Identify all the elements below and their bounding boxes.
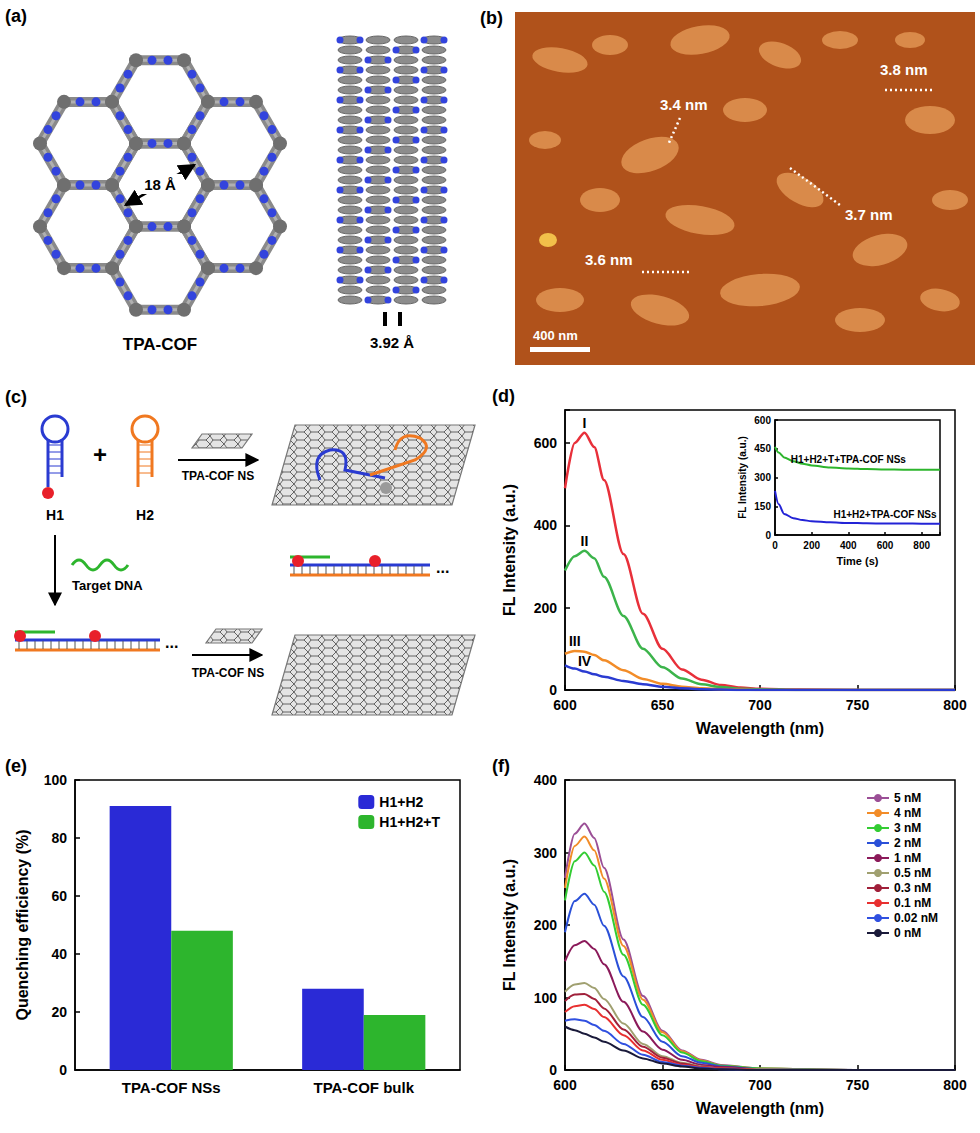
svg-text:3.4 nm: 3.4 nm — [660, 96, 708, 113]
svg-text:Quenching efficiency (%): Quenching efficiency (%) — [14, 829, 31, 1020]
svg-text:600: 600 — [553, 697, 577, 713]
svg-text:I: I — [583, 415, 587, 431]
svg-text:4 nM: 4 nM — [894, 806, 921, 820]
svg-text:1 nM: 1 nM — [894, 851, 921, 865]
svg-text:5 nM: 5 nM — [894, 791, 921, 805]
svg-text:800: 800 — [943, 1077, 967, 1093]
svg-text:150: 150 — [754, 501, 771, 512]
svg-text:650: 650 — [651, 697, 675, 713]
svg-text:(c): (c) — [5, 387, 27, 407]
svg-text:0: 0 — [549, 682, 557, 698]
svg-text:Target DNA: Target DNA — [72, 578, 143, 593]
svg-text:(f): (f) — [492, 756, 510, 776]
svg-text:TPA-COF NS: TPA-COF NS — [182, 469, 254, 483]
svg-text:Wavelength (nm): Wavelength (nm) — [696, 720, 824, 737]
svg-text:0: 0 — [549, 1062, 557, 1078]
svg-text:800: 800 — [943, 697, 967, 713]
svg-text:+: + — [93, 441, 107, 468]
svg-text:600: 600 — [877, 540, 894, 551]
svg-text:(d): (d) — [492, 386, 515, 406]
svg-text:FL Intensity (a.u.): FL Intensity (a.u.) — [501, 859, 518, 991]
svg-text:0.3 nM: 0.3 nM — [894, 881, 931, 895]
svg-text:H2: H2 — [136, 507, 154, 523]
svg-text:400: 400 — [534, 772, 558, 788]
svg-text:200: 200 — [534, 917, 558, 933]
svg-text:18 Å: 18 Å — [144, 176, 176, 193]
svg-text:700: 700 — [748, 697, 772, 713]
svg-text:200: 200 — [534, 600, 558, 616]
svg-text:H1+H2+T+TPA-COF NSs: H1+H2+T+TPA-COF NSs — [791, 454, 907, 465]
svg-text:3 nM: 3 nM — [894, 821, 921, 835]
svg-text:100: 100 — [534, 990, 558, 1006]
svg-text:200: 200 — [803, 540, 820, 551]
svg-text:TPA-COF bulk: TPA-COF bulk — [313, 1079, 414, 1096]
svg-text:0: 0 — [59, 1062, 67, 1078]
svg-text:II: II — [581, 533, 589, 549]
svg-text:(e): (e) — [5, 756, 27, 776]
svg-text:3.7 nm: 3.7 nm — [845, 206, 893, 223]
svg-text:600: 600 — [534, 435, 558, 451]
svg-text:FL Intensity (a.u.): FL Intensity (a.u.) — [501, 484, 518, 616]
svg-text:700: 700 — [748, 1077, 772, 1093]
svg-text:IV: IV — [578, 653, 592, 669]
svg-text:300: 300 — [534, 845, 558, 861]
svg-text:III: III — [569, 633, 581, 649]
svg-text:TPA-COF NSs: TPA-COF NSs — [122, 1079, 221, 1096]
svg-text:...: ... — [436, 559, 449, 576]
svg-text:100: 100 — [44, 772, 68, 788]
svg-text:60: 60 — [51, 888, 67, 904]
svg-text:TPA-COF NS: TPA-COF NS — [192, 666, 264, 680]
svg-text:H1+H2+TPA-COF NSs: H1+H2+TPA-COF NSs — [833, 509, 937, 520]
svg-text:40: 40 — [51, 946, 67, 962]
svg-text:0 nM: 0 nM — [894, 926, 921, 940]
svg-text:3.6 nm: 3.6 nm — [585, 251, 633, 268]
svg-text:0.5 nM: 0.5 nM — [894, 866, 931, 880]
svg-text:0.1 nM: 0.1 nM — [894, 896, 931, 910]
svg-text:FL Intensity (a.u.): FL Intensity (a.u.) — [737, 436, 748, 519]
svg-text:600: 600 — [553, 1077, 577, 1093]
svg-text:0.02 nM: 0.02 nM — [894, 911, 938, 925]
svg-text:TPA-COF: TPA-COF — [123, 335, 197, 354]
svg-text:Time (s): Time (s) — [837, 555, 879, 567]
svg-text:(b): (b) — [480, 8, 503, 28]
svg-text:600: 600 — [754, 415, 771, 426]
svg-text:400: 400 — [840, 540, 857, 551]
svg-text:20: 20 — [51, 1004, 67, 1020]
svg-text:400 nm: 400 nm — [533, 328, 578, 343]
svg-text:H1+H2+T: H1+H2+T — [379, 814, 440, 830]
svg-text:750: 750 — [846, 1077, 870, 1093]
svg-text:3.8 nm: 3.8 nm — [880, 61, 928, 78]
svg-text:3.92 Å: 3.92 Å — [370, 334, 414, 351]
svg-text:650: 650 — [651, 1077, 675, 1093]
svg-text:2 nM: 2 nM — [894, 836, 921, 850]
svg-text:Wavelength (nm): Wavelength (nm) — [696, 1100, 824, 1117]
svg-text:H1+H2: H1+H2 — [379, 794, 423, 810]
svg-text:H1: H1 — [46, 507, 64, 523]
svg-text:...: ... — [165, 634, 178, 651]
svg-text:80: 80 — [51, 830, 67, 846]
svg-text:(a): (a) — [5, 6, 27, 26]
svg-text:400: 400 — [534, 517, 558, 533]
svg-text:800: 800 — [913, 540, 930, 551]
svg-text:0: 0 — [765, 530, 771, 541]
svg-text:300: 300 — [754, 472, 771, 483]
svg-text:750: 750 — [846, 697, 870, 713]
svg-text:450: 450 — [754, 443, 771, 454]
svg-text:0: 0 — [772, 540, 778, 551]
